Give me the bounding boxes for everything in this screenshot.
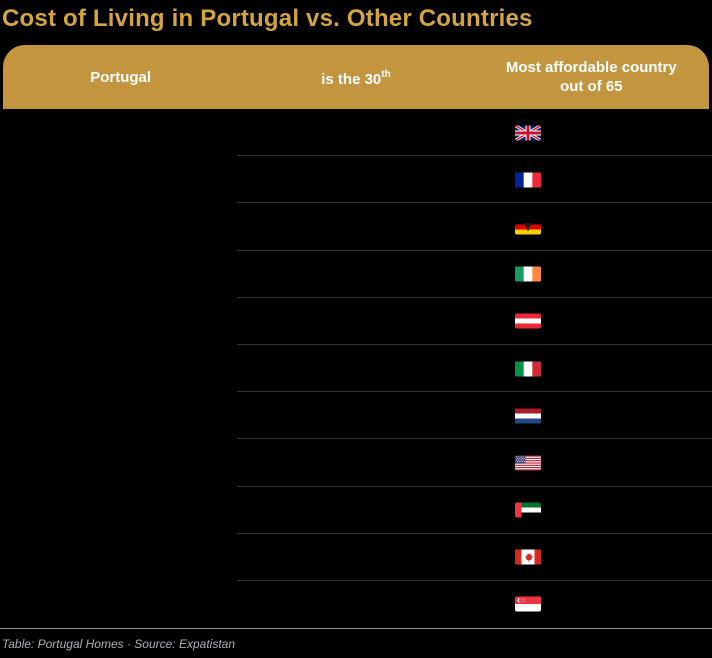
affordable-line1: Most affordable country: [505, 59, 677, 76]
ireland-flag: [515, 266, 541, 282]
row-divider: [237, 296, 712, 298]
table-row: [0, 581, 712, 628]
canada-flag: [515, 549, 541, 565]
header-col-portugal: Portugal: [90, 68, 152, 86]
page-title: Cost of Living in Portugal vs. Other Cou…: [2, 5, 533, 32]
row-divider: [237, 579, 712, 581]
uae-flag: [515, 502, 541, 518]
table-row: [0, 487, 712, 534]
row-divider: [237, 155, 712, 157]
usa-flag: [515, 455, 541, 471]
row-divider: [237, 438, 712, 440]
row-divider: [237, 532, 712, 534]
table-row: [0, 156, 712, 204]
row-divider: [237, 391, 712, 393]
table-row: [0, 439, 712, 487]
row-divider: [237, 249, 712, 251]
singapore-flag: [515, 596, 541, 612]
footer-rule: [0, 628, 712, 629]
table-row: [0, 345, 712, 393]
table-body: [0, 109, 712, 628]
footer-attribution: Table: Portugal Homes · Source: Expatist…: [2, 637, 236, 651]
table-row: [0, 298, 712, 345]
table-header-bar: Portugal is the 30th Most affordable cou…: [3, 45, 709, 109]
table-row: [0, 392, 712, 440]
austria-flag: [515, 313, 541, 329]
affordable-line2: out of 65: [560, 78, 623, 95]
rank-text: is the 30: [321, 70, 382, 88]
netherlands-flag: [515, 408, 541, 424]
france-flag: [515, 172, 541, 188]
header-col-affordable: Most affordable country out of 65: [474, 58, 709, 96]
row-divider: [237, 485, 712, 487]
table-row: [0, 203, 712, 251]
table-row: [0, 251, 712, 298]
row-divider: [237, 202, 712, 204]
table-row: [0, 109, 712, 157]
table-row: [0, 534, 712, 581]
germany-flag: [515, 219, 541, 235]
rank-superscript: th: [381, 68, 391, 80]
row-divider: [237, 343, 712, 345]
italy-flag: [515, 361, 541, 377]
united-kingdom-flag: [515, 125, 541, 141]
header-col-rank: is the 30th: [238, 66, 473, 89]
